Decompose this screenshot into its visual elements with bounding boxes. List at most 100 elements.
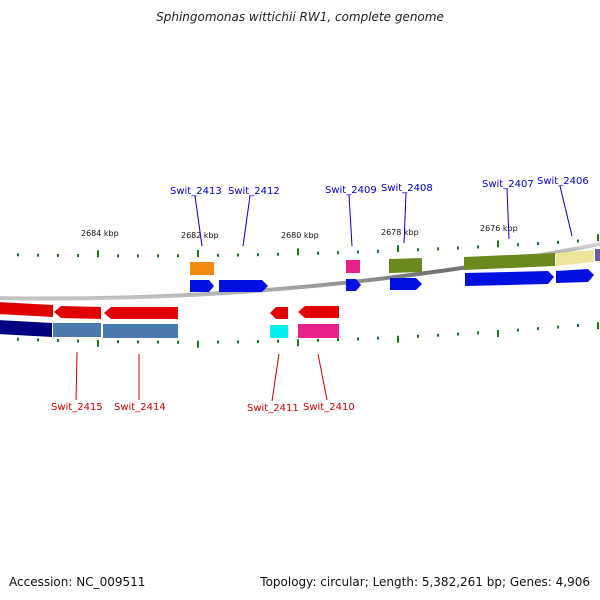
scale-label-2680: 2680 kbp xyxy=(281,231,319,240)
minor-tick xyxy=(137,340,139,344)
gene-swit-2416[interactable] xyxy=(0,302,53,317)
gene-label-swit-2413[interactable]: Swit_2413 xyxy=(170,186,222,197)
minor-tick xyxy=(317,338,319,342)
minor-tick xyxy=(257,253,259,257)
feature-swit-2409-category[interactable] xyxy=(346,260,360,273)
accession-value: NC_009511 xyxy=(76,575,146,589)
minor-tick xyxy=(437,247,439,251)
minor-tick xyxy=(217,340,219,344)
feature-swit-2413-category[interactable] xyxy=(190,262,214,275)
minor-tick xyxy=(337,251,339,255)
major-tick xyxy=(197,340,199,348)
minor-tick xyxy=(157,340,159,344)
gene-swit-2407[interactable] xyxy=(465,271,554,286)
major-tick xyxy=(597,322,599,330)
minor-tick xyxy=(237,340,239,344)
minor-tick xyxy=(37,253,39,257)
minor-tick xyxy=(577,239,579,243)
gene-swit-2414[interactable] xyxy=(104,307,178,319)
gene-label-swit-2408[interactable]: Swit_2408 xyxy=(381,183,433,194)
forward-feature-bars xyxy=(190,249,600,275)
minor-tick xyxy=(517,328,519,332)
feature-swit-2408-category[interactable] xyxy=(389,258,422,273)
leader-lines-top xyxy=(194,185,573,247)
feature-swit-2406-category[interactable] xyxy=(556,250,594,266)
feature-swit-2416-category[interactable] xyxy=(0,320,52,337)
major-tick xyxy=(497,330,499,338)
minor-tick xyxy=(257,340,259,344)
gene-swit-2410[interactable] xyxy=(298,306,339,318)
leader-lines-bottom xyxy=(75,351,328,402)
genome-title: Sphingomonas wittichii RW1, complete gen… xyxy=(156,10,444,24)
minor-tick xyxy=(437,333,439,337)
reverse-feature-bars xyxy=(0,320,339,338)
minor-tick xyxy=(77,254,79,258)
gene-swit-2409[interactable] xyxy=(346,279,361,291)
major-tick xyxy=(197,250,199,258)
gene-label-swit-2415[interactable]: Swit_2415 xyxy=(51,402,103,413)
gene-swit-2406[interactable] xyxy=(556,269,594,283)
gene-label-swit-2412[interactable]: Swit_2412 xyxy=(228,186,280,197)
minor-tick xyxy=(537,327,539,331)
minor-tick xyxy=(117,254,119,258)
feature-swit-2407-category[interactable] xyxy=(464,253,555,270)
gene-label-swit-2414[interactable]: Swit_2414 xyxy=(114,402,166,413)
genome-backbone xyxy=(0,241,600,301)
minor-tick xyxy=(237,253,239,257)
minor-tick xyxy=(417,334,419,338)
major-tick xyxy=(297,248,299,256)
minor-tick xyxy=(477,245,479,249)
feature-edge-category xyxy=(595,249,600,261)
major-tick xyxy=(497,240,499,248)
gene-swit-2415[interactable] xyxy=(54,306,101,319)
minor-tick xyxy=(37,338,39,342)
scale-label-2678: 2678 kbp xyxy=(381,228,419,237)
gene-swit-2412[interactable] xyxy=(219,280,268,292)
minor-tick xyxy=(357,250,359,254)
minor-tick xyxy=(357,337,359,341)
feature-swit-2415-category[interactable] xyxy=(53,323,101,337)
minor-tick xyxy=(117,340,119,344)
genes-label: Genes: xyxy=(509,575,552,589)
minor-tick xyxy=(577,323,579,327)
minor-tick xyxy=(457,332,459,336)
minor-tick xyxy=(177,340,179,344)
major-tick xyxy=(397,335,399,343)
minor-tick xyxy=(377,249,379,253)
scale-label-2682: 2682 kbp xyxy=(181,231,219,240)
minor-tick xyxy=(337,338,339,342)
minor-tick xyxy=(57,253,59,257)
gene-label-swit-2410[interactable]: Swit_2410 xyxy=(303,402,355,413)
topology-line: Topology: circular; Length: 5,382,261 bp… xyxy=(260,575,590,589)
accession-label: Accession: xyxy=(9,575,73,589)
gene-label-swit-2409[interactable]: Swit_2409 xyxy=(325,185,377,196)
minor-tick xyxy=(457,246,459,250)
minor-tick xyxy=(517,243,519,247)
minor-tick xyxy=(557,240,559,244)
minor-tick xyxy=(17,253,19,257)
feature-swit-2411-category[interactable] xyxy=(270,325,288,338)
minor-tick xyxy=(157,254,159,258)
gene-swit-2411[interactable] xyxy=(270,307,288,319)
minor-tick xyxy=(317,251,319,255)
major-tick xyxy=(97,339,99,347)
feature-swit-2414-category[interactable] xyxy=(103,324,178,338)
length-label: Length: xyxy=(372,575,419,589)
topology-value: circular xyxy=(320,575,365,589)
minor-tick xyxy=(57,338,59,342)
forward-genes xyxy=(190,269,594,292)
minor-tick xyxy=(137,254,139,258)
gene-swit-2408[interactable] xyxy=(390,278,422,290)
major-tick xyxy=(297,339,299,347)
minor-tick xyxy=(537,242,539,246)
feature-swit-2410-category[interactable] xyxy=(298,324,339,338)
minor-tick xyxy=(417,248,419,252)
minor-tick xyxy=(77,339,79,343)
scale-label-2676: 2676 kbp xyxy=(480,224,518,233)
minor-tick xyxy=(477,331,479,335)
gene-swit-2413[interactable] xyxy=(190,280,214,292)
gene-label-swit-2406[interactable]: Swit_2406 xyxy=(537,176,589,187)
gene-label-swit-2407[interactable]: Swit_2407 xyxy=(482,179,534,190)
gene-label-swit-2411[interactable]: Swit_2411 xyxy=(247,403,299,414)
